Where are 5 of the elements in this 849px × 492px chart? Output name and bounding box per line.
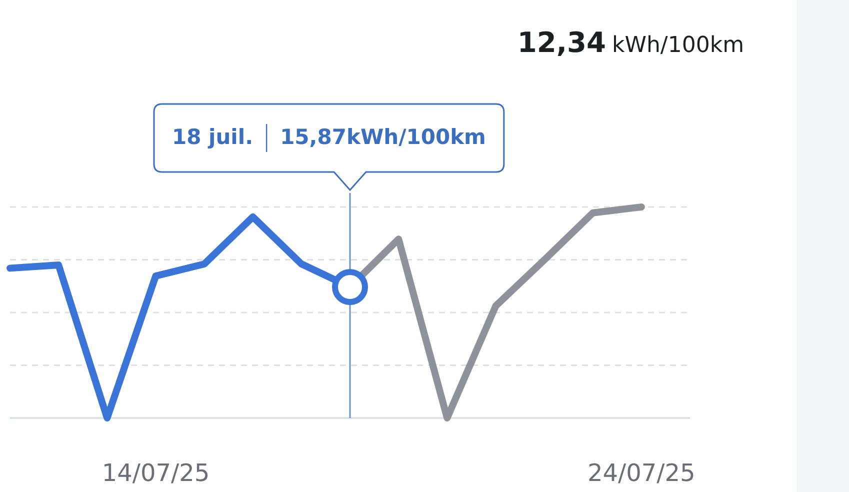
text: 18 juil. [172, 125, 254, 149]
x-tick-label: 14/07/25 [102, 459, 210, 487]
text: 15,87kWh/100km [280, 125, 486, 149]
text: 12,34 kWh/100km [517, 26, 744, 59]
x-tick-label: 24/07/25 [588, 459, 696, 487]
